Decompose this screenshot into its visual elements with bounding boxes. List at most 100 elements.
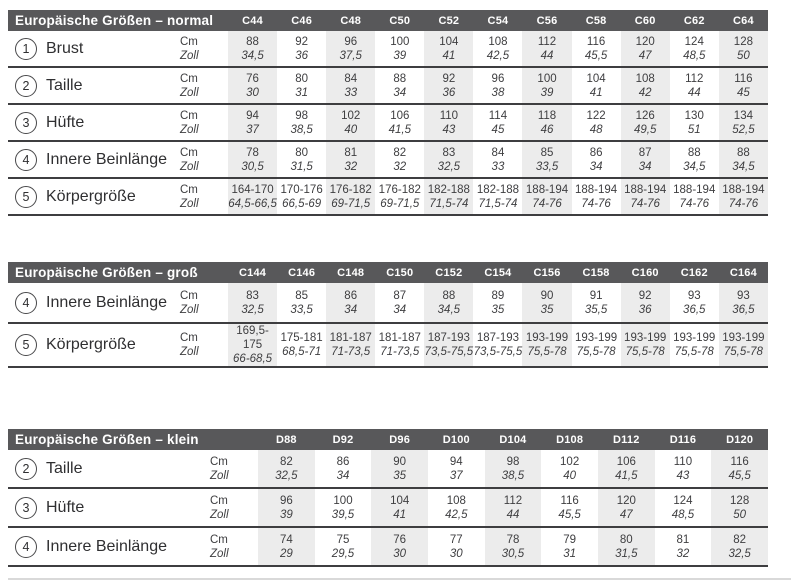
zoll-value: 37	[449, 469, 463, 482]
zoll-value: 51	[687, 123, 701, 136]
zoll-value: 43	[676, 469, 690, 482]
size-value-cell: 88 34,5	[669, 141, 719, 179]
zoll-value: 31,5	[290, 160, 313, 173]
size-table-3: Europäische Größen – klein D88 D92 D96 D100…	[8, 429, 800, 567]
size-value-cell: 193-199 75,5-78	[718, 323, 768, 368]
zoll-value: 34	[393, 86, 407, 99]
unit-zoll-label: Zoll	[180, 123, 199, 136]
cm-value: 164-170	[231, 183, 274, 196]
size-value-cell: 176-182 69-71,5	[375, 178, 425, 216]
size-value-cell: 96 37,5	[326, 31, 376, 68]
zoll-value: 34	[638, 160, 652, 173]
measurement-label-cell: 4 Innere Beinlänge	[8, 527, 190, 567]
size-column-header: D92	[314, 429, 372, 450]
size-value-cell: 83 32,5	[424, 141, 474, 179]
size-value-cell: 92 36	[424, 67, 474, 105]
size-table-1: Europäische Größen – normal C44 C46 C48 C50…	[8, 10, 800, 216]
zoll-value: 42,5	[486, 49, 510, 62]
zoll-value: 47	[638, 49, 652, 62]
zoll-value: 38	[491, 86, 505, 99]
unit-zoll-label: Zoll	[180, 86, 199, 99]
zoll-value: 36,5	[683, 303, 706, 316]
size-value-cell: 90 35	[522, 283, 572, 324]
measurement-row: 4 Innere Beinlänge Cm Zoll 74 29 75 29,5 …	[8, 527, 768, 567]
measurement-label: Taille	[46, 459, 83, 477]
size-value-cell: 170-176 66,5-69	[277, 178, 327, 216]
size-value-cell: 187-193 73,5-75,5	[424, 323, 474, 368]
unit-cm-label: Cm	[180, 72, 198, 85]
size-value-cell: 130 51	[669, 104, 719, 142]
unit-cm-label: Cm	[180, 332, 198, 344]
zoll-value: 34,5	[683, 160, 706, 173]
size-value-cell: 118 46	[522, 104, 572, 142]
cm-value: 106	[390, 109, 410, 122]
cm-value: 110	[673, 455, 693, 468]
measurement-label: Innere Beinlänge	[46, 293, 167, 311]
zoll-value: 34	[336, 469, 350, 482]
size-value-cell: 102 40	[326, 104, 376, 142]
cm-value: 120	[635, 35, 655, 48]
size-value-cell: 193-199 75,5-78	[620, 323, 670, 368]
zoll-value: 40	[563, 469, 577, 482]
unit-cell: Cm Zoll	[190, 450, 259, 489]
size-value-cell: 98 38,5	[277, 104, 327, 142]
size-value-cell: 86 34	[326, 283, 376, 324]
zoll-value: 41,5	[615, 469, 638, 482]
zoll-value: 75,5-78	[625, 346, 665, 358]
measurement-label-cell: 1 Brust	[8, 31, 160, 68]
size-value-cell: 100 39	[522, 67, 572, 105]
size-value-cell: 91 35,5	[571, 283, 621, 324]
size-column-header: C60	[620, 10, 670, 31]
size-value-cell: 188-194 74-76	[718, 178, 768, 216]
size-value-cell: 181-187 71-73,5	[375, 323, 425, 368]
size-column-header: D104	[484, 429, 542, 450]
cm-value: 87	[638, 146, 652, 159]
cm-value: 116	[560, 494, 579, 507]
measurement-label: Hüfte	[46, 113, 85, 131]
cm-value: 89	[491, 289, 505, 302]
size-value-cell: 80 31	[277, 67, 327, 105]
unit-cm-label: Cm	[180, 183, 198, 196]
cm-value: 83	[442, 146, 456, 159]
size-column-header: C150	[375, 262, 425, 283]
zoll-value: 52,5	[732, 123, 755, 136]
size-value-cell: 193-199 75,5-78	[669, 323, 719, 368]
cm-value: 96	[491, 72, 505, 85]
zoll-value: 40	[344, 123, 358, 136]
zoll-value: 36,5	[732, 303, 755, 316]
cm-value: 98	[506, 455, 520, 468]
size-value-cell: 88 34	[375, 67, 425, 105]
cm-value: 112	[537, 35, 557, 48]
size-value-cell: 175-181 68,5-71	[277, 323, 327, 368]
size-column-header: C64	[718, 10, 768, 31]
cm-value: 108	[635, 72, 655, 85]
zoll-value: 34,5	[241, 49, 264, 62]
size-column-header: D116	[654, 429, 712, 450]
cm-value: 128	[733, 35, 753, 48]
size-table-grid: Europäische Größen – klein D88 D92 D96 D100…	[8, 429, 768, 567]
size-value-cell: 124 48,5	[654, 488, 712, 528]
cm-value: 82	[733, 533, 747, 546]
size-value-cell: 106 41,5	[597, 450, 655, 489]
size-value-cell: 76 30	[371, 527, 428, 567]
cm-value: 79	[563, 533, 577, 546]
measurement-row: 2 Taille Cm Zoll 82 32,5 86 34 90 35	[8, 450, 768, 489]
zoll-value: 30	[449, 547, 463, 560]
zoll-value: 41	[442, 49, 456, 62]
row-number-badge: 4	[15, 535, 37, 558]
zoll-value: 68,5-71	[282, 346, 322, 358]
measurement-label-cell: 5 Körpergröße	[8, 178, 160, 216]
cm-value: 94	[449, 455, 463, 468]
size-column-header: C148	[326, 262, 376, 283]
cm-value: 87	[393, 289, 407, 302]
size-value-cell: 88 34,5	[228, 31, 278, 68]
size-value-cell: 122 48	[571, 104, 621, 142]
size-column-header: C162	[669, 262, 719, 283]
cm-value: 193-199	[574, 332, 618, 344]
table-title: Europäische Größen – normal	[8, 10, 229, 31]
measurement-row: 4 Innere Beinlänge Cm Zoll 83 32,5 85 33,…	[8, 283, 768, 324]
unit-zoll-label: Zoll	[210, 469, 229, 482]
zoll-value: 33	[491, 160, 505, 173]
zoll-value: 30	[393, 547, 407, 560]
zoll-value: 31	[295, 86, 309, 99]
